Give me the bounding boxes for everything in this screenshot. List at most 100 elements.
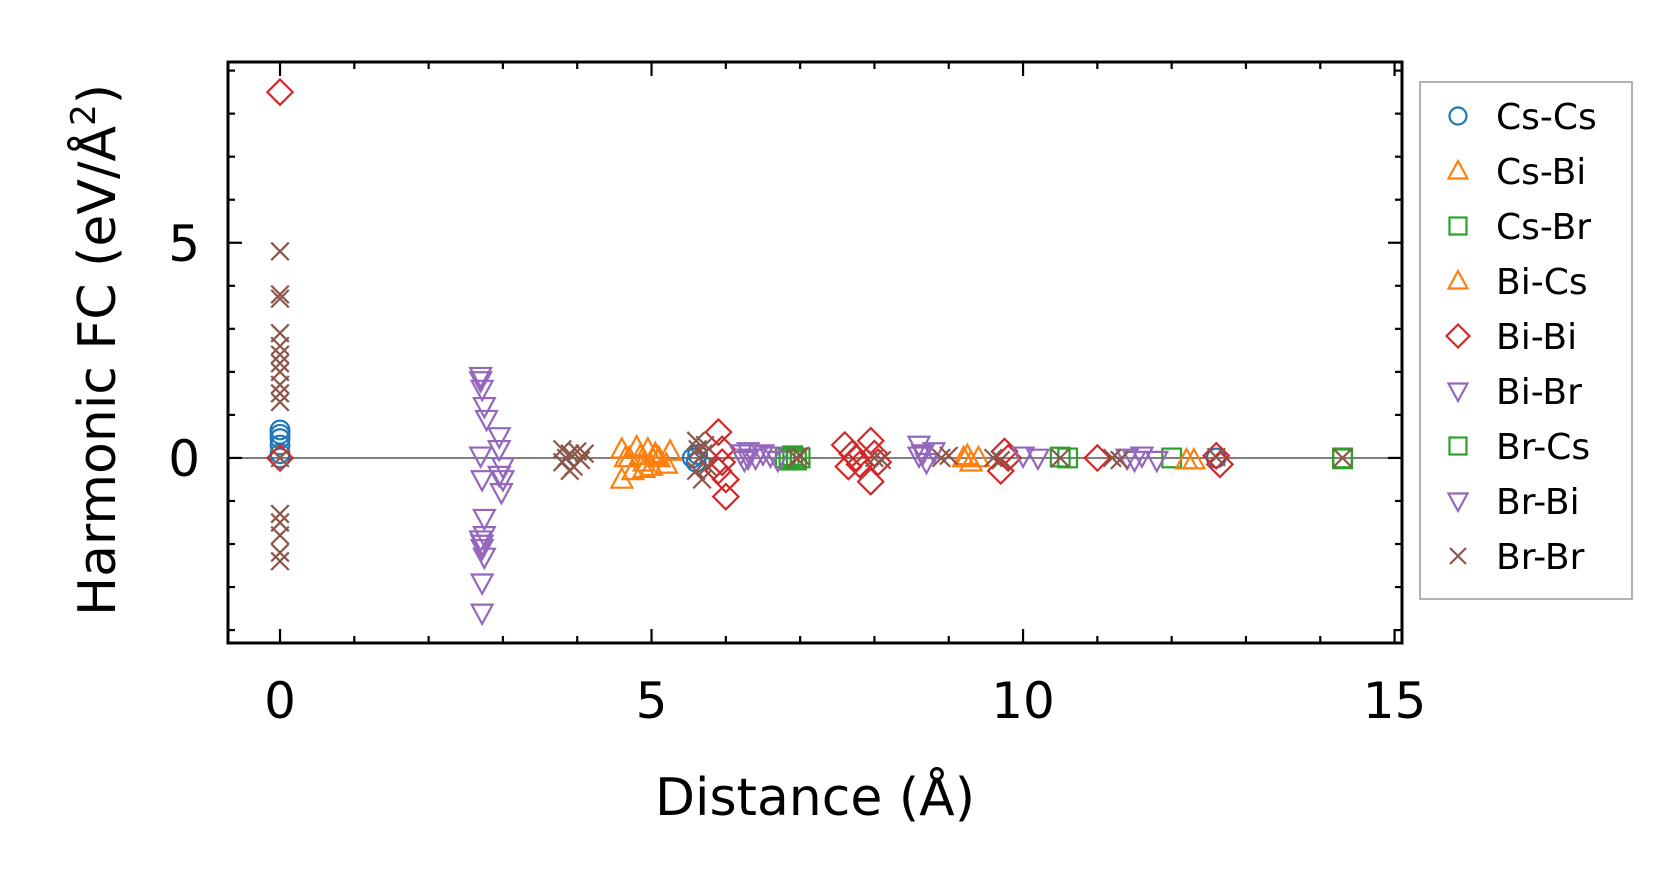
data-point bbox=[270, 392, 290, 412]
data-point bbox=[270, 448, 290, 468]
data-point bbox=[707, 448, 737, 477]
data-point bbox=[270, 284, 290, 304]
legend-label: Bi-Bi bbox=[1496, 317, 1577, 358]
data-point bbox=[468, 371, 493, 394]
data-point bbox=[758, 446, 783, 470]
data-point bbox=[782, 445, 804, 467]
data-point bbox=[270, 353, 290, 373]
data-point bbox=[270, 241, 290, 261]
legend-marker bbox=[1446, 382, 1470, 404]
data-points-layer bbox=[265, 77, 1354, 627]
data-point bbox=[864, 448, 885, 468]
legend-marker bbox=[1446, 268, 1470, 290]
data-point bbox=[469, 573, 495, 597]
legend-marker bbox=[1449, 547, 1467, 565]
legend-marker bbox=[1444, 322, 1472, 350]
data-point bbox=[1174, 446, 1199, 470]
data-point bbox=[469, 470, 495, 493]
data-point bbox=[1206, 447, 1226, 467]
data-point bbox=[657, 438, 683, 461]
x-axis-label: Distance (Å) bbox=[655, 766, 975, 828]
data-point bbox=[270, 525, 290, 545]
legend-label: Br-Cs bbox=[1496, 427, 1590, 468]
data-point bbox=[704, 417, 733, 447]
data-point bbox=[931, 448, 951, 468]
x-tick-label: 10 bbox=[991, 672, 1055, 730]
data-point bbox=[474, 409, 499, 433]
data-point bbox=[906, 446, 932, 470]
data-point bbox=[1144, 450, 1170, 474]
data-point bbox=[269, 419, 291, 441]
data-point bbox=[486, 427, 512, 450]
data-point bbox=[786, 448, 807, 468]
data-point bbox=[575, 444, 595, 464]
legend-label: Br-Br bbox=[1496, 537, 1585, 578]
data-point bbox=[1102, 448, 1122, 468]
data-point bbox=[631, 455, 657, 479]
y-axis-label-close: ) bbox=[68, 84, 128, 104]
data-point bbox=[631, 448, 657, 472]
data-point bbox=[468, 366, 493, 390]
data-point bbox=[735, 442, 761, 465]
data-point bbox=[468, 446, 493, 470]
y-axis-label: Harmonic FC (eV/Å2) bbox=[64, 84, 128, 616]
legend-label: Br-Bi bbox=[1496, 482, 1580, 523]
data-point bbox=[856, 467, 885, 496]
data-point bbox=[1205, 450, 1235, 479]
data-point bbox=[469, 603, 495, 627]
data-point bbox=[711, 465, 741, 494]
data-point bbox=[872, 450, 892, 470]
data-point bbox=[986, 456, 1015, 486]
legend: Cs-Cs Cs-Bi Cs-Br Bi-Cs Bi-Bi Bi-Br Br-Cs Br-Bi… bbox=[1419, 81, 1633, 600]
data-point bbox=[270, 504, 290, 524]
data-point bbox=[735, 448, 761, 472]
plot-frame-rect bbox=[226, 60, 1404, 645]
series-bi-cs bbox=[613, 442, 1199, 472]
data-point bbox=[693, 444, 714, 464]
data-point bbox=[955, 442, 980, 466]
y-axis-label-sup: 2 bbox=[64, 104, 104, 126]
data-point bbox=[265, 443, 295, 473]
data-point bbox=[469, 379, 495, 403]
series-br-bi bbox=[468, 371, 1147, 558]
data-point bbox=[265, 77, 295, 107]
y-tick-label: 5 bbox=[168, 215, 200, 273]
data-point bbox=[270, 375, 290, 395]
data-point bbox=[991, 450, 1011, 470]
data-point bbox=[841, 443, 871, 473]
data-point bbox=[863, 448, 893, 477]
data-point bbox=[1202, 441, 1231, 470]
data-point bbox=[686, 461, 706, 481]
axis-ticks: 0 5 10 15 0 5 bbox=[168, 62, 1426, 730]
legend-label: Cs-Bi bbox=[1496, 152, 1586, 193]
legend-label: Bi-Cs bbox=[1496, 262, 1588, 303]
data-point bbox=[692, 469, 712, 490]
data-point bbox=[1122, 450, 1147, 474]
y-axis-label-main: Harmonic FC (eV/Å bbox=[66, 125, 128, 616]
series-bi-br bbox=[468, 366, 1170, 627]
data-point bbox=[1083, 443, 1112, 473]
series-br-br bbox=[270, 241, 1353, 571]
data-point bbox=[1129, 446, 1155, 470]
data-point bbox=[1025, 448, 1051, 472]
data-point bbox=[697, 456, 717, 477]
data-point bbox=[921, 442, 947, 465]
data-point bbox=[613, 444, 638, 468]
legend-label: Cs-Br bbox=[1496, 207, 1591, 248]
data-point bbox=[490, 470, 516, 493]
legend-marker bbox=[1448, 106, 1468, 126]
data-point bbox=[469, 534, 495, 558]
data-point bbox=[270, 383, 290, 403]
legend-marker bbox=[1446, 492, 1470, 514]
data-point bbox=[1010, 446, 1036, 470]
axis-labels: Distance (Å) Harmonic FC (eV/Å2) bbox=[64, 84, 975, 828]
data-point bbox=[1110, 450, 1130, 470]
data-point bbox=[1050, 448, 1070, 468]
data-point bbox=[270, 345, 290, 365]
data-point bbox=[270, 543, 290, 563]
data-point bbox=[1049, 446, 1071, 468]
data-point bbox=[560, 461, 580, 481]
x-tick-label: 5 bbox=[636, 672, 668, 730]
data-point bbox=[269, 434, 291, 456]
plot-frame bbox=[226, 60, 1404, 645]
